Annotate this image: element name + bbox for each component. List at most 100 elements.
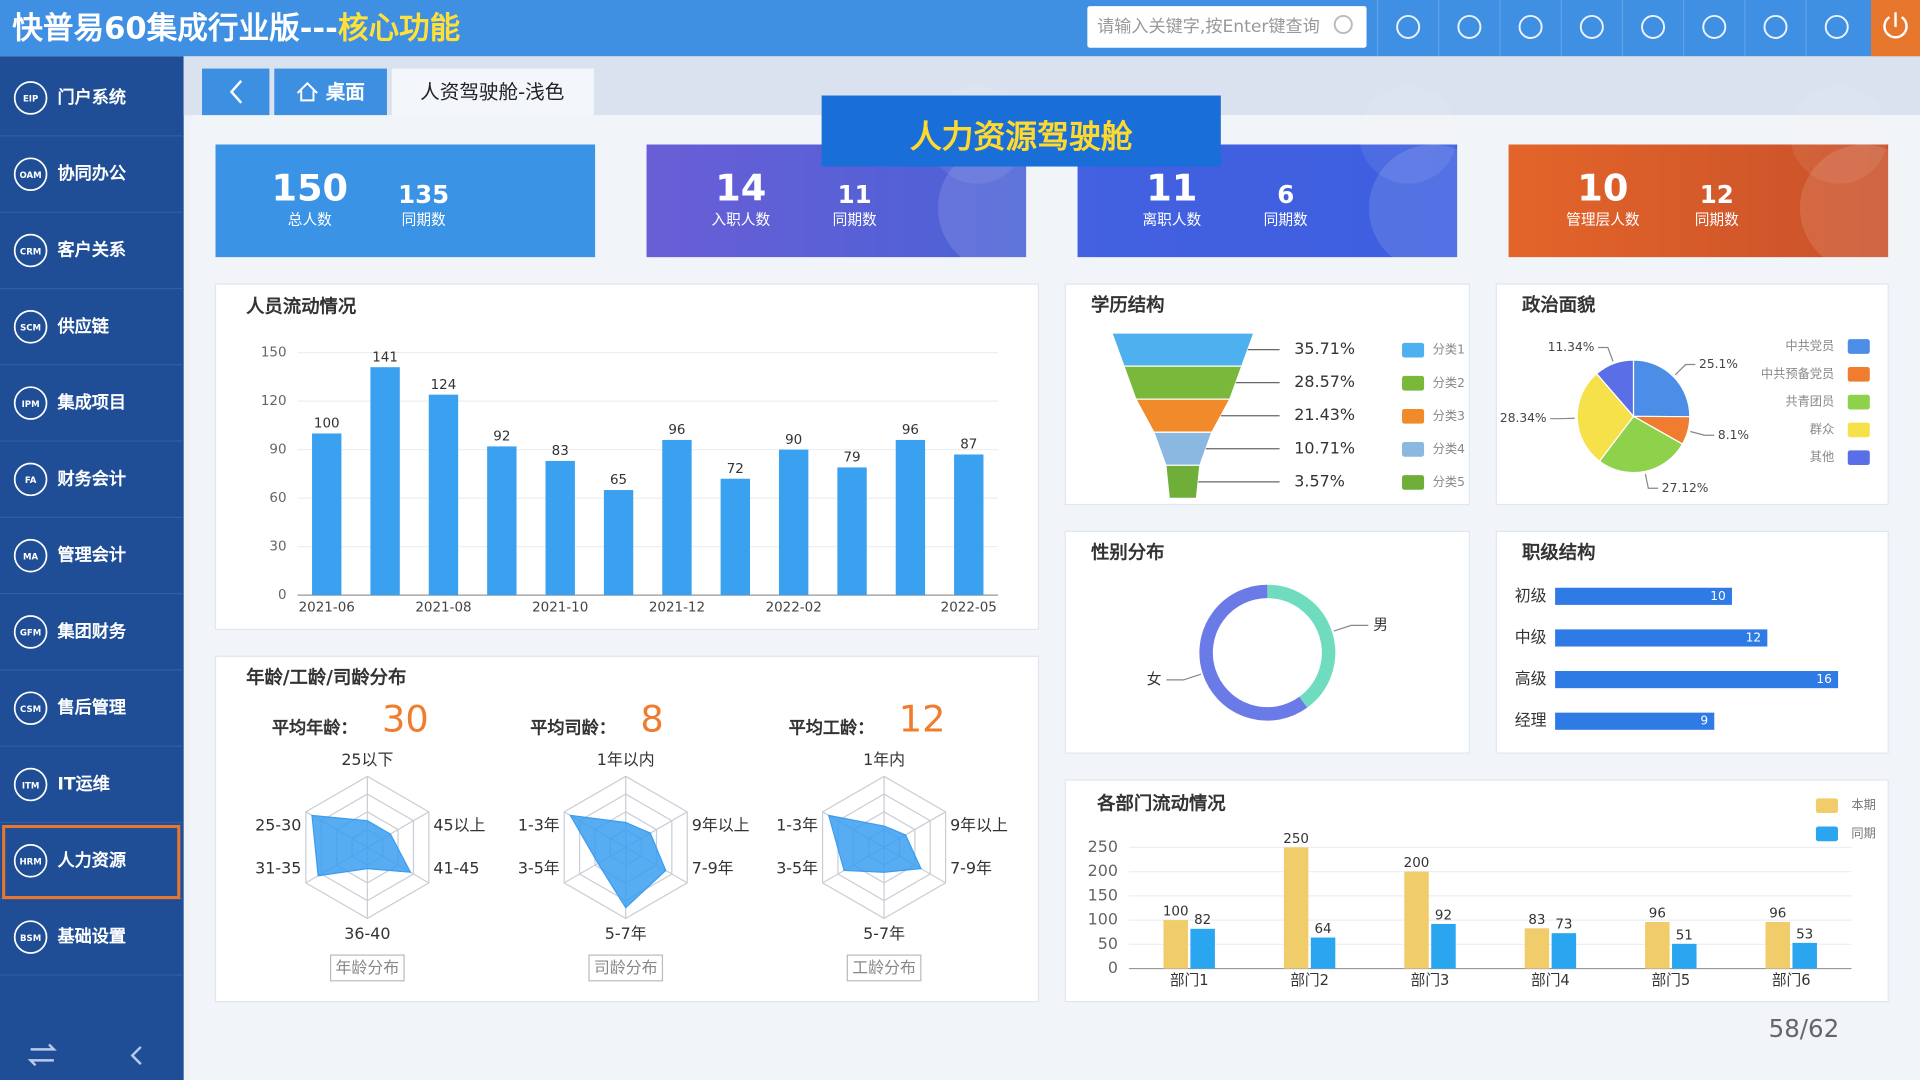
radar-axis-label: 7-9年 <box>692 858 734 877</box>
y-category-label: 经理 <box>1515 711 1547 730</box>
legend-label: 分类4 <box>1433 442 1465 456</box>
data-label: 83 <box>552 444 569 459</box>
bar <box>487 446 517 596</box>
radar-axis-label: 1年内 <box>863 750 905 769</box>
radar-axis-label: 36-40 <box>344 924 390 943</box>
tab-active[interactable] <box>391 68 594 116</box>
radar-axis-label: 5-7年 <box>605 924 647 943</box>
sidebar-switch-icon[interactable] <box>27 1043 57 1067</box>
sidebar-collapse-icon[interactable] <box>130 1046 142 1065</box>
radar-axis-label: 1-3年 <box>776 815 818 834</box>
nav-label: 门户系统 <box>58 87 126 108</box>
data-label: 96 <box>1769 906 1786 921</box>
data-label: 8.1% <box>1718 428 1749 442</box>
panel-title: 人员流动情况 <box>246 295 357 317</box>
data-label: 11.34% <box>1548 340 1595 354</box>
kpi-compare-label: 同期数 <box>1695 211 1739 228</box>
label-leader <box>1333 624 1369 632</box>
radar-axis-label: 31-35 <box>255 858 301 877</box>
label-leader <box>1598 346 1614 362</box>
chart-button-label: 工龄分布 <box>852 958 916 977</box>
back-button[interactable] <box>202 68 270 116</box>
home-icon <box>296 81 318 102</box>
bar <box>1555 587 1732 605</box>
card-decoration <box>1368 144 1497 272</box>
y-tick-label: 50 <box>1098 934 1118 953</box>
nav-label: 客户关系 <box>57 240 126 261</box>
panel-title: 性别分布 <box>1091 541 1164 563</box>
header-icon[interactable] <box>1641 14 1666 39</box>
header-icon[interactable] <box>1518 14 1543 39</box>
radar-axis-label: 1年以内 <box>597 750 655 769</box>
data-label: 73 <box>1555 918 1572 933</box>
card-decoration <box>1359 85 1458 184</box>
bar <box>545 460 575 596</box>
data-label: 10.71% <box>1294 438 1355 457</box>
search-box[interactable] <box>1087 6 1367 48</box>
power-button[interactable] <box>1871 0 1920 57</box>
data-label: 79 <box>843 451 860 466</box>
radar-axis-label: 41-45 <box>433 858 479 877</box>
radar-axis-label: 25以下 <box>341 750 393 769</box>
chart-button[interactable] <box>330 954 405 982</box>
chart-button[interactable] <box>846 954 922 982</box>
header-icon[interactable] <box>1824 14 1849 39</box>
legend-swatch <box>1847 422 1870 438</box>
nav-label: 集团财务 <box>57 621 127 642</box>
kpi-value: 10 <box>1577 166 1628 209</box>
legend-label: 分类3 <box>1433 409 1465 423</box>
kpi-compare-label: 同期数 <box>833 211 877 228</box>
nav-code: ITM <box>22 781 40 791</box>
nav-icon <box>13 920 48 954</box>
pie-slice <box>1598 415 1684 474</box>
y-tick-label: 250 <box>1088 837 1118 856</box>
y-category-label: 中级 <box>1515 627 1547 646</box>
radar-axis-label: 3-5年 <box>518 858 560 877</box>
nav-code: GFM <box>20 629 41 639</box>
bar <box>1555 712 1715 730</box>
header-icon[interactable] <box>1702 14 1727 39</box>
x-tick-label: 部门2 <box>1290 972 1329 989</box>
chart-button[interactable] <box>588 954 664 982</box>
bar <box>1431 923 1456 969</box>
kpi-label: 总人数 <box>288 211 332 228</box>
data-label: 53 <box>1796 927 1813 942</box>
data-label: 100 <box>314 417 340 432</box>
nav-icon <box>13 615 48 649</box>
tab[interactable] <box>274 68 387 116</box>
nav-code: SCM <box>20 324 41 334</box>
y-tick-label: 90 <box>269 443 286 458</box>
app-title-highlight: 核心功能 <box>338 11 461 46</box>
kpi-compare: 6 <box>1277 180 1294 209</box>
chart-button-label: 年龄分布 <box>336 958 400 977</box>
header-icon[interactable] <box>1457 14 1482 39</box>
y-tick-label: 150 <box>261 346 287 361</box>
search-icon[interactable] <box>1333 14 1353 35</box>
data-label: 92 <box>493 430 510 445</box>
card-decoration <box>1790 85 1889 184</box>
pie-slice <box>1576 372 1635 463</box>
stat-value: 8 <box>640 698 663 741</box>
radar-area <box>827 814 922 873</box>
panel-title: 职级结构 <box>1522 541 1595 563</box>
data-label: 250 <box>1283 832 1309 847</box>
legend-label: 共青团员 <box>1785 395 1834 409</box>
nav-label: 集成项目 <box>57 392 126 413</box>
power-icon <box>1883 12 1908 39</box>
radar-axis-label: 1-3年 <box>518 815 560 834</box>
data-label: 3.57% <box>1294 471 1345 490</box>
kpi-label: 管理层人数 <box>1566 211 1640 228</box>
bar <box>428 394 459 596</box>
data-label: 92 <box>1435 908 1452 923</box>
legend-label: 分类5 <box>1433 475 1465 489</box>
y-tick-label: 150 <box>1088 885 1118 904</box>
header-icon[interactable] <box>1763 14 1788 39</box>
y-category-label: 高级 <box>1515 669 1547 688</box>
data-label: 28.34% <box>1500 411 1547 425</box>
header-icon[interactable] <box>1579 14 1604 39</box>
bar <box>1765 922 1791 969</box>
category-label: 女 <box>1147 670 1162 688</box>
data-label: 10 <box>1710 589 1726 603</box>
pie-slice <box>1632 359 1691 418</box>
header-icon[interactable] <box>1396 14 1421 39</box>
